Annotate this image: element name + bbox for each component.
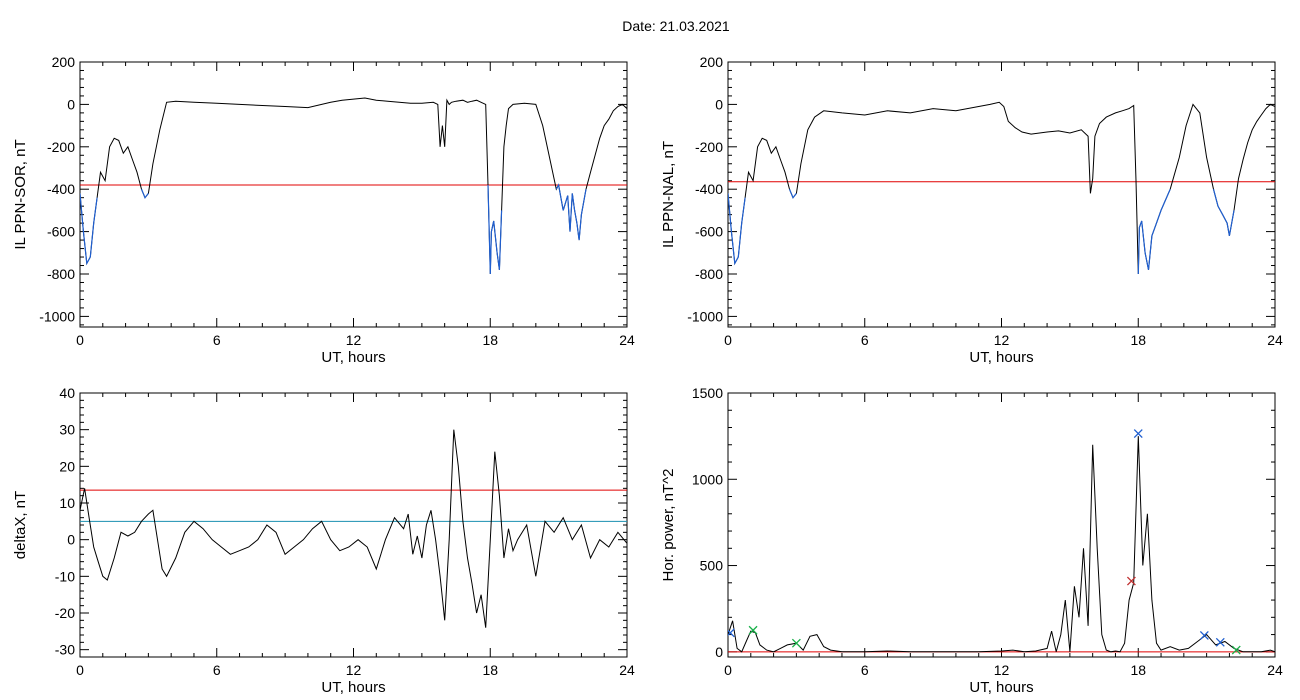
y-tick-label: 500 <box>700 558 724 574</box>
x-axis-label: UT, hours <box>321 349 385 366</box>
x-marker <box>1231 645 1241 655</box>
x-marker <box>728 628 735 638</box>
series-line <box>80 97 627 275</box>
plot-frame <box>727 392 1276 658</box>
x-tick-label: 18 <box>482 662 498 678</box>
plot-area <box>80 429 627 628</box>
y-tick-label: 0 <box>67 532 75 548</box>
x-tick-label: 18 <box>1130 332 1146 348</box>
series-highlight <box>487 184 503 275</box>
x-tick-label: 0 <box>76 662 84 678</box>
y-tick-label: -600 <box>47 224 75 240</box>
y-tick-label: -800 <box>695 266 723 282</box>
y-tick-label: 20 <box>59 458 75 474</box>
y-axis-label: IL PPN-SOR, nT <box>12 139 29 249</box>
y-tick-label: 1000 <box>692 471 723 487</box>
y-tick-label: 30 <box>59 422 75 438</box>
series-highlight <box>555 183 587 241</box>
x-tick-label: 6 <box>861 332 869 348</box>
plot-frame <box>79 61 628 328</box>
y-tick-label: -1000 <box>687 308 723 324</box>
y-tick-label: 0 <box>67 96 75 112</box>
y-tick-label: 200 <box>700 54 724 70</box>
x-tick-label: 12 <box>994 662 1010 678</box>
y-tick-label: -800 <box>47 266 75 282</box>
y-tick-label: 200 <box>52 54 76 70</box>
y-tick-label: 1500 <box>692 385 723 401</box>
series-line <box>728 101 1275 275</box>
y-tick-label: 0 <box>715 96 723 112</box>
x-marker <box>791 638 801 648</box>
x-tick-label: 12 <box>994 332 1010 348</box>
y-tick-label: 10 <box>59 495 75 511</box>
plot-area <box>728 101 1275 275</box>
x-tick-label: 24 <box>619 332 635 348</box>
x-tick-label: 18 <box>1130 662 1146 678</box>
x-tick-label: 6 <box>213 332 221 348</box>
x-marker <box>748 625 758 635</box>
panel-hor-power: 0 6 12 18 24 1500 1000 500 0 UT, hours Hor. power,… <box>660 385 1283 696</box>
y-tick-label: -200 <box>47 139 75 155</box>
page-title: Date: 21.03.2021 <box>622 18 730 34</box>
panel-il-ppn-sor: 0 6 12 18 24 200 0 -200 -400 -600 -800 -1000 UT, hou… <box>12 54 635 366</box>
x-tick-label: 12 <box>346 332 362 348</box>
x-axis-label: UT, hours <box>969 679 1033 696</box>
x-tick-label: 12 <box>346 662 362 678</box>
x-tick-label: 0 <box>76 332 84 348</box>
series-highlight <box>788 188 797 199</box>
panel-deltax: 0 6 12 18 24 40 30 20 10 0 -10 -20 -30 UT, hours delta… <box>12 385 635 696</box>
plot-frame <box>79 392 628 658</box>
y-tick-label: -600 <box>695 224 723 240</box>
x-marker <box>1126 576 1136 586</box>
y-tick-label: -30 <box>55 642 75 658</box>
y-axis-label: deltaX, nT <box>12 491 29 559</box>
y-tick-label: -10 <box>55 568 75 584</box>
x-tick-label: 24 <box>619 662 635 678</box>
series-highlight <box>1137 188 1171 275</box>
series-highlight <box>728 193 746 266</box>
y-tick-label: -1000 <box>39 308 75 324</box>
y-axis-label: IL PPN-NAL, nT <box>660 141 677 248</box>
x-tick-label: 24 <box>1267 332 1283 348</box>
y-tick-label: -20 <box>55 605 75 621</box>
x-marker <box>1215 637 1225 647</box>
series-highlight <box>1212 189 1235 236</box>
series-highlight <box>140 188 149 199</box>
x-marker <box>1199 630 1209 640</box>
x-marker <box>1133 429 1143 439</box>
x-axis-label: UT, hours <box>321 679 385 696</box>
y-tick-label: -200 <box>695 139 723 155</box>
series-line <box>80 429 627 628</box>
x-tick-label: 24 <box>1267 662 1283 678</box>
x-tick-label: 18 <box>482 332 498 348</box>
x-tick-label: 0 <box>724 662 732 678</box>
y-axis-label: Hor. power, nT^2 <box>660 469 677 582</box>
x-tick-label: 0 <box>724 332 732 348</box>
plot-area <box>728 429 1275 655</box>
x-axis-label: UT, hours <box>969 349 1033 366</box>
plot-area <box>80 97 627 275</box>
panel-il-ppn-nal: 0 6 12 18 24 200 0 -200 -400 -600 -800 -1000 UT, hou… <box>660 54 1283 366</box>
plot-frame <box>727 61 1276 328</box>
y-tick-label: 40 <box>59 385 75 401</box>
series-line <box>728 436 1275 653</box>
y-tick-label: -400 <box>695 181 723 197</box>
y-tick-label: 0 <box>715 644 723 660</box>
series-highlight <box>80 193 98 266</box>
x-tick-label: 6 <box>213 662 221 678</box>
y-tick-label: -400 <box>47 181 75 197</box>
x-tick-label: 6 <box>861 662 869 678</box>
